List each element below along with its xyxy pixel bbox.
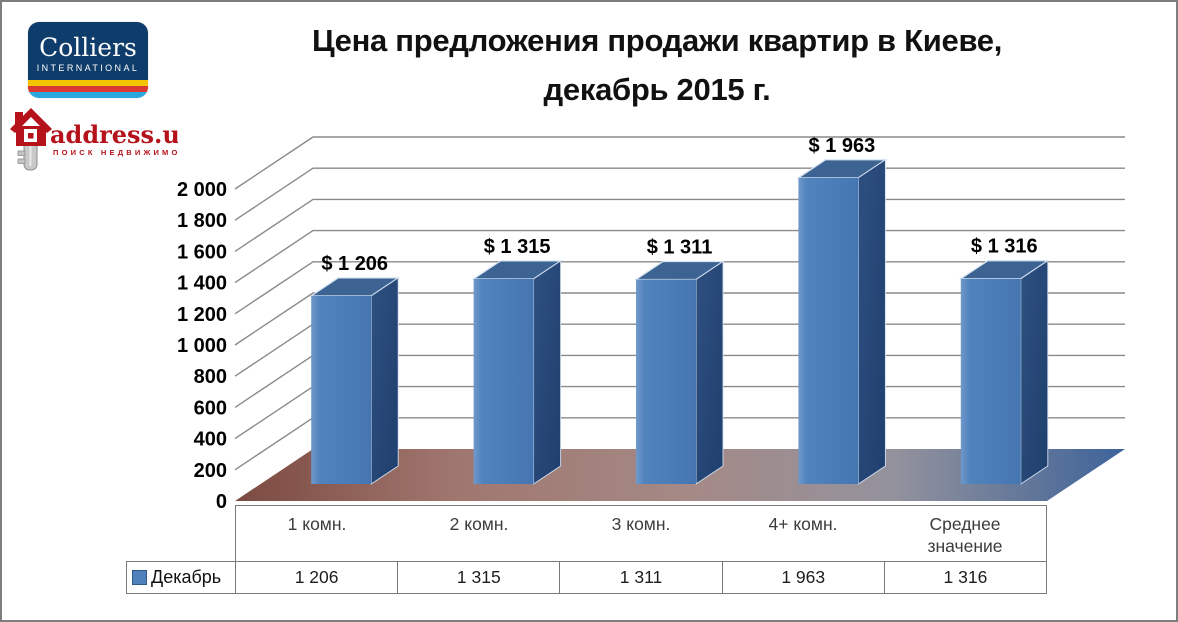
bar-side-face xyxy=(533,260,562,485)
chart-title-line2: декабрь 2015 г. xyxy=(543,72,771,107)
bar-column-3 xyxy=(633,260,726,485)
y-axis-tick-label: 800 xyxy=(194,366,227,388)
table-value-5: 1 316 xyxy=(883,562,1046,593)
bar-side-face xyxy=(370,277,399,485)
y-axis-tick-label: 1 800 xyxy=(177,210,227,232)
bar-front-face xyxy=(311,295,372,484)
address-ua-logo-art: address.ua поиск недвижимости xyxy=(10,108,202,171)
table-value-3: 1 311 xyxy=(559,562,721,593)
data-labels: $ 1 206 $ 1 315 $ 1 311 $ 1 963 $ 1 316 xyxy=(321,135,1037,275)
y-axis-tick-label: 1 600 xyxy=(177,241,227,263)
y-axis-tick-label: 1 000 xyxy=(177,335,227,357)
y-axis-tick-label: 0 xyxy=(216,491,227,513)
y-axis-tick-label: 400 xyxy=(194,429,227,451)
bar-side-face xyxy=(695,260,724,485)
category-label-1: 1 комн. xyxy=(287,514,347,534)
y-axis-tick-label: 1 400 xyxy=(177,273,227,295)
category-label-5: Среднее значение xyxy=(927,514,1003,556)
category-label-4: 4+ комн. xyxy=(768,514,838,534)
bar-front-face xyxy=(473,278,534,484)
legend-cell: Декабрь xyxy=(126,561,235,594)
data-label: $ 1 316 xyxy=(971,236,1038,258)
category-label-2: 2 комн. xyxy=(449,514,509,534)
data-label: $ 1 315 xyxy=(484,236,551,258)
data-table-row: 1 206 1 315 1 311 1 963 1 316 xyxy=(235,561,1047,594)
series-swatch-icon xyxy=(132,570,147,585)
stripe-blue xyxy=(28,92,148,98)
gridline xyxy=(234,136,1125,190)
data-label: $ 1 963 xyxy=(809,135,876,157)
colliers-subtitle: INTERNATIONAL xyxy=(36,63,140,73)
y-axis-tick-label: 200 xyxy=(194,460,227,482)
data-label: $ 1 206 xyxy=(321,253,388,275)
bar-side-face xyxy=(1020,259,1049,485)
stripe-red xyxy=(28,86,148,92)
bar-front-face xyxy=(960,278,1021,484)
chart-title-line1: Цена предложения продажи квартир в Киеве… xyxy=(311,23,1003,58)
colliers-panel: Colliers INTERNATIONAL xyxy=(28,22,148,80)
stripe-yellow xyxy=(28,80,148,86)
series-name: Декабрь xyxy=(151,567,222,587)
bar-column-1 xyxy=(309,277,401,485)
address-tagline: поиск недвижимости xyxy=(53,148,178,157)
y-axis-tick-label: 1 200 xyxy=(177,304,227,326)
bar-side-face xyxy=(857,158,886,485)
chart-title: Цена предложения продажи квартир в Киеве… xyxy=(242,16,1072,114)
table-value-1: 1 206 xyxy=(294,567,339,587)
bar-column-5 xyxy=(958,259,1050,485)
table-value-2: 1 315 xyxy=(397,562,559,593)
category-label-3: 3 комн. xyxy=(611,514,671,534)
y-axis-tick-label: 2 000 xyxy=(177,179,227,201)
category-axis: 1 комн. 2 комн. 3 комн. 4+ комн. Среднее… xyxy=(235,505,1047,561)
bar-column-2 xyxy=(471,260,563,485)
colliers-wordmark: Colliers xyxy=(39,33,137,62)
house-icon xyxy=(10,108,52,146)
y-axis-tick-label: 600 xyxy=(194,397,227,419)
address-ua-logo: address.ua поиск недвижимости xyxy=(10,102,202,180)
data-label: $ 1 311 xyxy=(647,236,713,258)
bar-front-face xyxy=(636,279,696,484)
address-wordmark: address.ua xyxy=(50,120,178,149)
colliers-stripes xyxy=(28,80,148,98)
table-value-4: 1 963 xyxy=(721,562,884,593)
bar-series xyxy=(309,158,1050,485)
gridline xyxy=(234,167,1125,221)
bar-front-face xyxy=(798,177,859,484)
key-icon xyxy=(17,139,38,171)
y-axis-labels: 0 200 400 600 800 1 000 1 200 1 400 1 600 1 800 2 … xyxy=(177,179,227,513)
bar-column-4 xyxy=(796,158,888,485)
colliers-logo: Colliers INTERNATIONAL xyxy=(28,22,148,98)
